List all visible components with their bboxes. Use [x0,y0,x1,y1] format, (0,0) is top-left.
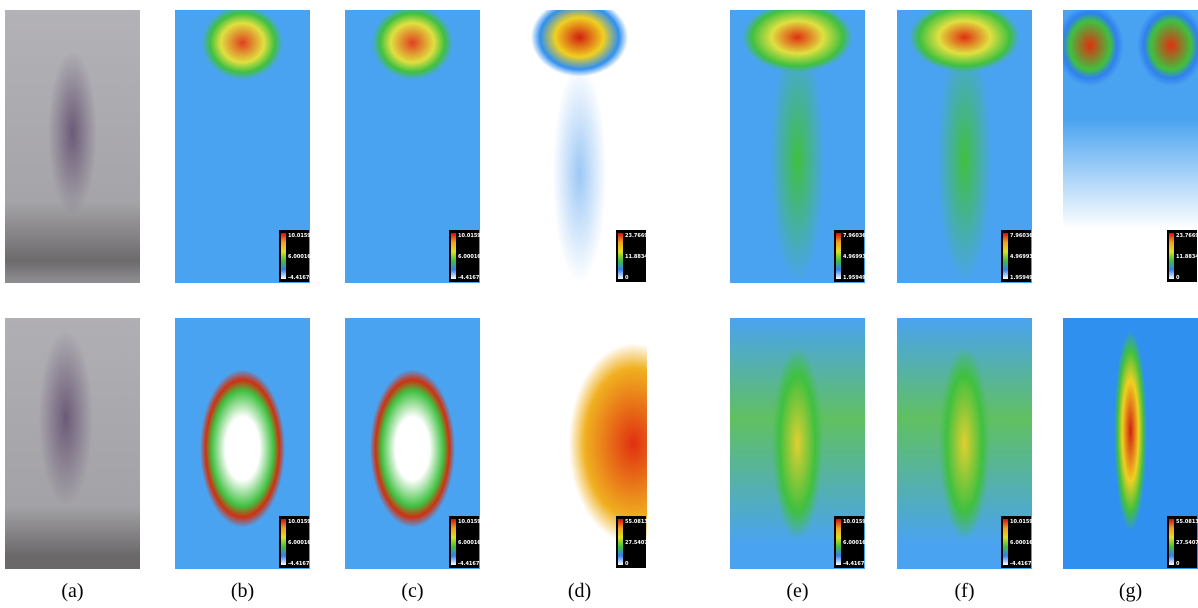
colorbar-label: 0 [625,275,629,281]
caption: (b) [230,580,255,602]
image-panel: 55.0813 27.5407 0 [1063,318,1198,569]
colorbar-label: 0 [1176,561,1180,567]
colorbar-label: 27.5407 [625,540,648,546]
colorbar-label: 4.96993 [1010,254,1033,260]
colorbar-label: 10.0159 [843,519,866,525]
image-panel: 23.7669 11.8834 0 [512,10,648,283]
image-panel: 10.0159 6.00016 -4.41678 [345,318,483,569]
colorbar-label: 1.95949 [843,275,866,281]
colorbar-gradient [451,519,456,565]
colorbar-label: -4.41678 [1010,561,1035,567]
colorbar-gradient [836,519,841,565]
colorbar-label: 10.0159 [288,233,311,239]
colorbar-label: -4.41678 [843,561,868,567]
colorbar-gradient [1169,519,1174,565]
colorbar-gradient [1003,519,1008,565]
colorbar-label: 10.0159 [458,233,481,239]
caption: (a) [61,580,84,602]
colorbar: 7.96036 4.96993 1.95949 [1001,230,1033,282]
colorbar-gradient [836,233,841,279]
colorbar-label: 6.00016 [843,540,866,546]
colorbar-label: -4.41678 [458,275,483,281]
colorbar-label: 7.96036 [1010,233,1033,239]
colorbar-label: 6.00016 [1010,540,1033,546]
image-panel: 10.0159 6.00016 -4.41678 [730,318,868,569]
colorbar-gradient [1169,233,1174,279]
colorbar: 55.0813 27.5407 0 [616,516,648,568]
image-panel: 10.0159 6.00016 -4.41678 [897,318,1035,569]
image-panel [5,10,140,283]
colorbar: 10.0159 6.00016 -4.41678 [834,516,868,568]
colorbar-gradient [281,519,286,565]
colorbar: 23.7669 11.8834 0 [1167,230,1198,282]
colorbar-gradient [618,233,623,279]
colorbar: 7.96036 4.96993 1.95949 [834,230,866,282]
colorbar-label: 23.7669 [1176,233,1198,239]
colorbar-gradient [1003,233,1008,279]
image-panel: 10.0159 6.00016 -4.41678 [345,10,483,283]
image-panel: 55.0813 27.5407 0 [512,318,648,569]
colorbar-label: 0 [1176,275,1180,281]
colorbar: 10.0159 6.00016 -4.41678 [1001,516,1035,568]
colorbar-label: 10.0159 [458,519,481,525]
image-panel: 10.0159 6.00016 -4.41678 [175,318,313,569]
colorbar-label: 6.00016 [458,254,481,260]
colorbar-label: 6.00016 [288,254,311,260]
caption: (d) [567,580,592,602]
colorbar-label: 0 [625,561,629,567]
image-panel: 10.0159 6.00016 -4.41678 [175,10,313,283]
caption: (e) [786,580,809,602]
colorbar: 10.0159 6.00016 -4.41678 [279,230,313,282]
caption: (g) [1118,580,1143,602]
colorbar-label: 6.00016 [458,540,481,546]
colorbar: 10.0159 6.00016 -4.41678 [449,516,483,568]
colorbar-label: 27.5407 [1176,540,1198,546]
colorbar-gradient [618,519,623,565]
colorbar-label: -4.41678 [458,561,483,567]
colorbar-label: -4.41678 [288,275,313,281]
colorbar-gradient [451,233,456,279]
colorbar-label: 6.00016 [288,540,311,546]
colorbar: 55.0813 27.5407 0 [1167,516,1198,568]
colorbar-label: -4.41678 [288,561,313,567]
caption: (f) [954,580,975,602]
colorbar-label: 11.8834 [1176,254,1198,260]
colorbar: 23.7669 11.8834 0 [616,230,648,282]
colorbar: 10.0159 6.00016 -4.41678 [449,230,483,282]
colorbar-label: 11.8834 [625,254,648,260]
image-panel: 23.7669 11.8834 0 [1063,10,1198,283]
colorbar-gradient [281,233,286,279]
colorbar-label: 10.0159 [288,519,311,525]
image-panel: 7.96036 4.96993 1.95949 [897,10,1033,283]
colorbar-label: 10.0159 [1010,519,1033,525]
colorbar-label: 4.96993 [843,254,866,260]
colorbar: 10.0159 6.00016 -4.41678 [279,516,313,568]
image-panel: 7.96036 4.96993 1.95949 [730,10,866,283]
caption: (c) [401,580,424,602]
image-panel [5,318,140,569]
colorbar-label: 55.0813 [1176,519,1198,525]
colorbar-label: 55.0813 [625,519,648,525]
colorbar-label: 1.95949 [1010,275,1033,281]
colorbar-label: 23.7669 [625,233,648,239]
colorbar-label: 7.96036 [843,233,866,239]
